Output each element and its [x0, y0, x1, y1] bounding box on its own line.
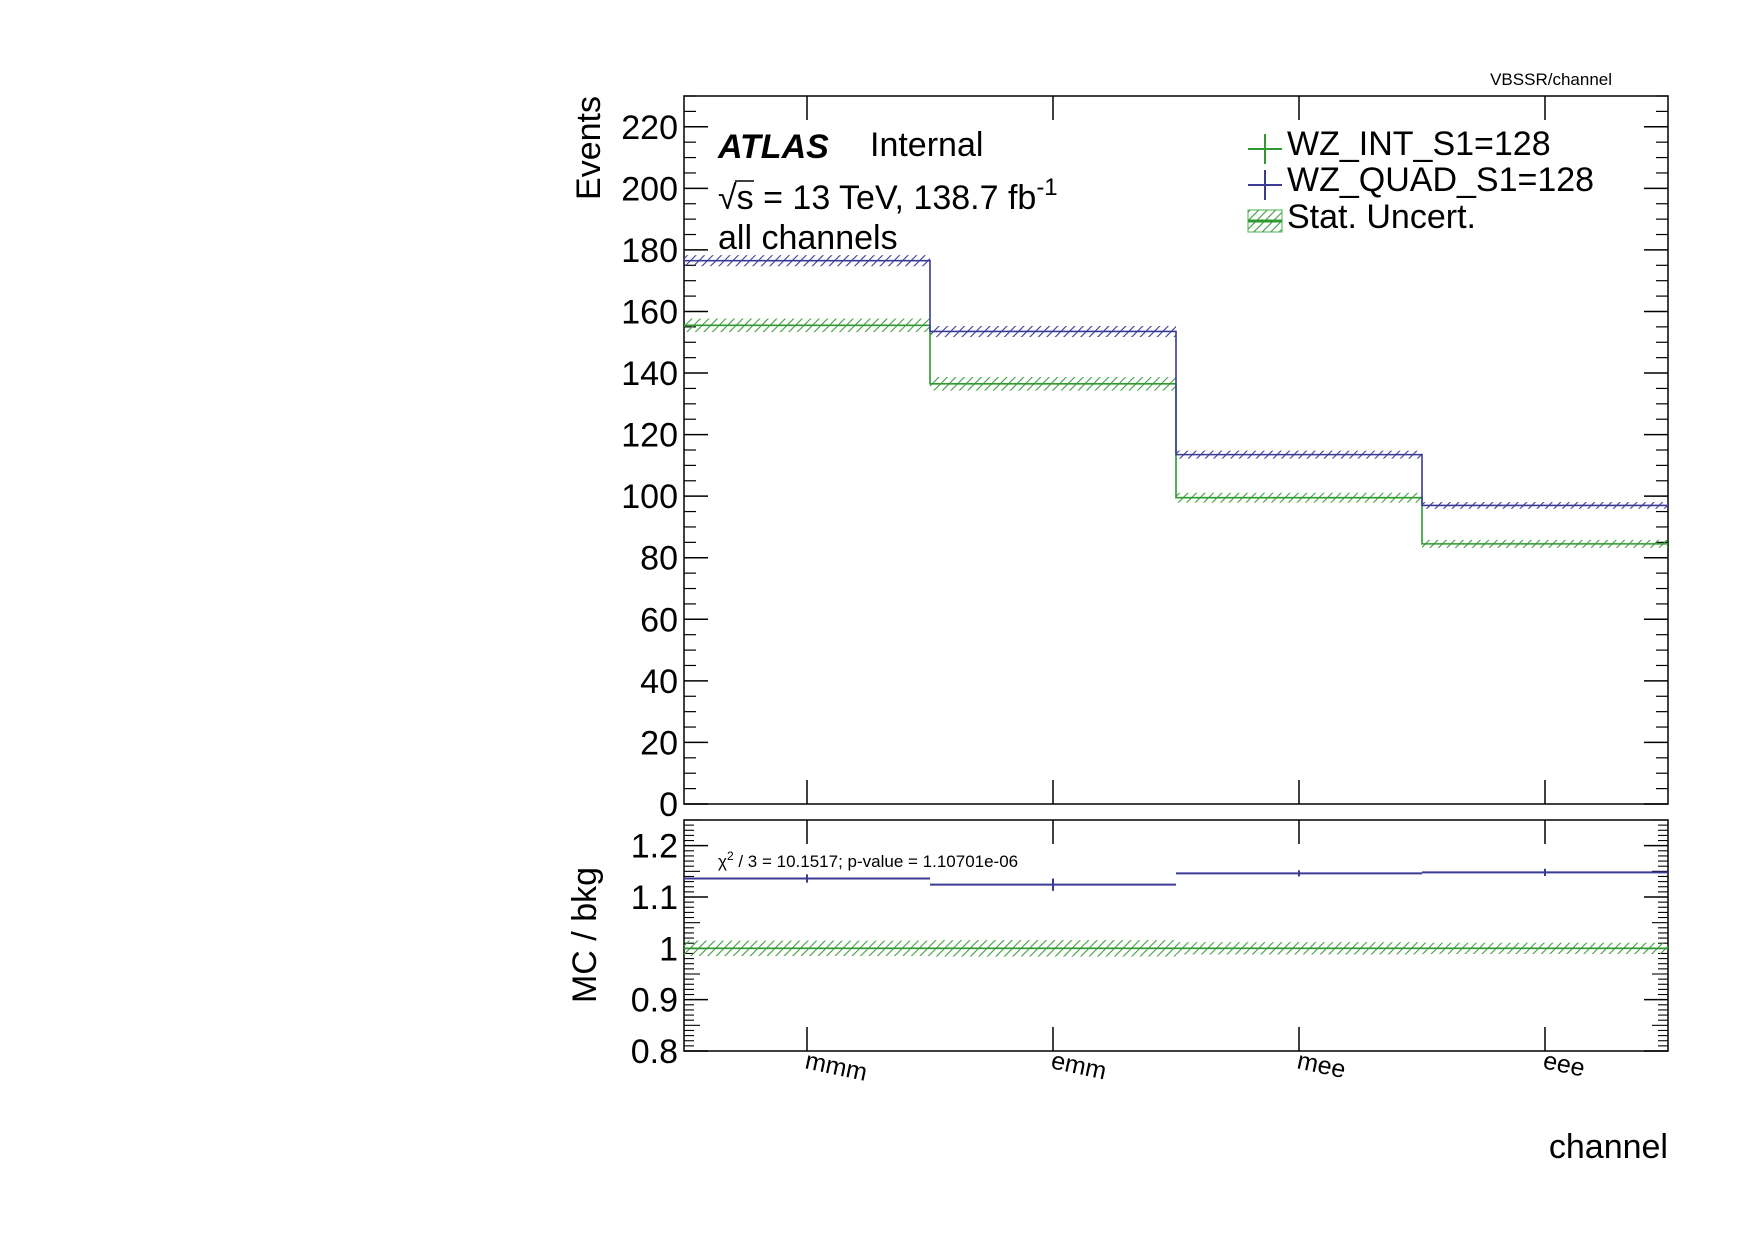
- legend-int-marker: [1248, 134, 1282, 164]
- legend-quad-marker: [1248, 170, 1282, 200]
- main-y-tick-label: 180: [621, 232, 678, 270]
- legend-quad-label: WZ_QUAD_S1=128: [1287, 161, 1594, 199]
- main-y-tick-labels: 0 20 40 60 80 100 120 140 160 180 200 220: [621, 109, 678, 824]
- main-y-tick-label: 60: [640, 601, 678, 639]
- ratio-y-tick-label: 1.1: [631, 879, 678, 917]
- x-tick-label: emm: [1049, 1046, 1109, 1085]
- main-step-histograms: [684, 259, 1668, 545]
- y-axis-title: Events: [570, 96, 608, 200]
- x-tick-label: mee: [1295, 1046, 1348, 1084]
- chi2-annotation: χ2 / 3 = 10.1517; p-value = 1.10701e-06: [718, 849, 1018, 871]
- legend-unc-marker: [1247, 209, 1283, 233]
- main-y-tick-label: 140: [621, 355, 678, 393]
- corner-label: VBSSR/channel: [1490, 70, 1612, 89]
- region-label: all channels: [718, 219, 898, 257]
- x-axis-title: channel: [1549, 1128, 1668, 1166]
- x-tick-label: mmm: [803, 1046, 870, 1086]
- ratio-y-tick-label: 0.8: [631, 1033, 678, 1071]
- x-tick-label: eee: [1541, 1046, 1588, 1082]
- energy-lumi: √s = 13 TeV, 138.7 fb-1: [718, 174, 1058, 217]
- main-y-tick-label: 80: [640, 540, 678, 578]
- legend-int-label: WZ_INT_S1=128: [1287, 125, 1551, 163]
- ratio-points: [684, 868, 1668, 891]
- main-y-tick-label: 160: [621, 293, 678, 331]
- ratio-y-tick-label: 1: [659, 930, 678, 968]
- main-y-tick-label: 100: [621, 478, 678, 516]
- main-y-tick-label: 0: [659, 786, 678, 824]
- step-histogram-line: [684, 259, 1668, 507]
- ratio-plot-frame: [683, 819, 1669, 1052]
- legend: WZ_INT_S1=128 WZ_QUAD_S1=128 Stat. Uncer…: [1247, 125, 1594, 236]
- ratio-y-tick-label: 1.2: [631, 828, 678, 866]
- main-y-tick-label: 20: [640, 724, 678, 762]
- x-tick-labels: mmm emm mee eee: [803, 1046, 1588, 1086]
- main-y-tick-label: 200: [621, 170, 678, 208]
- ratio-y-tick-labels: 0.8 0.9 1 1.1 1.2: [631, 828, 678, 1071]
- ratio-axis-ticks: [684, 819, 1668, 1052]
- atlas-label: ATLAS: [717, 128, 829, 166]
- ratio-y-axis-title: MC / bkg: [566, 867, 604, 1003]
- ratio-stat-band: [684, 940, 1668, 957]
- legend-unc-label: Stat. Uncert.: [1287, 198, 1476, 236]
- ratio-y-tick-label: 0.9: [631, 982, 678, 1020]
- main-y-tick-label: 120: [621, 417, 678, 455]
- main-y-tick-label: 220: [621, 109, 678, 147]
- main-y-tick-label: 40: [640, 663, 678, 701]
- atlas-status: Internal: [870, 126, 983, 164]
- main-axis-ticks: [684, 95, 1668, 805]
